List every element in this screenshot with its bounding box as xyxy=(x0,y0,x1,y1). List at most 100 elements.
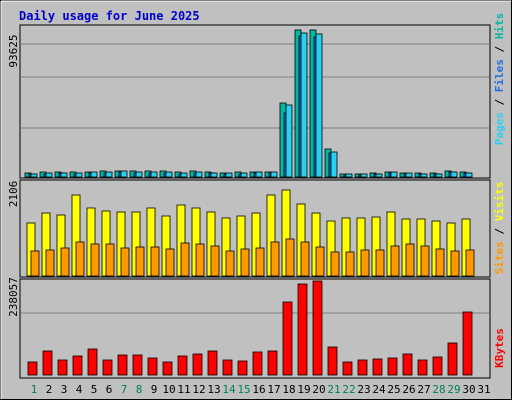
kbytes-bar-kbytes xyxy=(357,359,368,376)
kbytes-legend: KBytes xyxy=(493,328,506,368)
visits-bar-sites xyxy=(225,250,235,277)
x-tick-label: 10 xyxy=(162,383,175,396)
legend-sites: Sites xyxy=(493,241,506,274)
x-tick-label: 13 xyxy=(207,383,220,396)
hits-bar-pages xyxy=(180,172,188,178)
visits-bar-sites xyxy=(465,249,475,277)
hits-bar-pages xyxy=(450,171,458,178)
hits-bar-pages xyxy=(435,173,443,178)
legend-pages: Pages xyxy=(493,112,506,145)
kbytes-bar-kbytes xyxy=(267,350,278,376)
hits-bar-pages xyxy=(75,172,83,178)
hits-bar-pages xyxy=(30,173,38,178)
visits-bar-sites xyxy=(195,243,205,277)
hits-bar-pages xyxy=(255,171,263,178)
gridlines xyxy=(21,43,489,314)
visits-bar-sites xyxy=(450,250,460,277)
kbytes-bar-kbytes xyxy=(282,301,293,376)
x-tick-label: 24 xyxy=(372,383,386,396)
hits-bar-pages xyxy=(375,173,383,178)
kbytes-bar-kbytes xyxy=(342,361,353,376)
x-tick-label: 9 xyxy=(151,383,158,396)
hits-bar-pages xyxy=(105,171,113,178)
hits-bar-pages xyxy=(270,171,278,178)
visits-bar-sites xyxy=(360,249,370,277)
visits-legend: Sites / Visits xyxy=(493,182,506,275)
visits-bar-sites xyxy=(420,245,430,277)
x-tick-label: 26 xyxy=(402,383,415,396)
visits-bar-sites xyxy=(330,251,340,277)
kbytes-bar-kbytes xyxy=(462,311,473,376)
x-tick-label: 11 xyxy=(177,383,190,396)
x-tick-label: 25 xyxy=(387,383,400,396)
visits-bar-sites xyxy=(435,248,445,277)
visits-bar-sites xyxy=(150,246,160,277)
kbytes-bar-kbytes xyxy=(327,346,338,376)
visits-bar-sites xyxy=(165,248,175,277)
x-tick-label: 14 xyxy=(222,383,236,396)
visits-bar-sites xyxy=(60,247,70,277)
x-tick-label: 19 xyxy=(297,383,310,396)
hits-panel xyxy=(19,24,491,179)
legend-kbytes: KBytes xyxy=(493,328,506,368)
legend-visits: Visits xyxy=(493,182,506,222)
x-tick-label: 1 xyxy=(31,383,38,396)
chart-title: Daily usage for June 2025 xyxy=(19,9,200,23)
x-tick-label: 16 xyxy=(252,383,265,396)
hits-bar-pages xyxy=(195,171,203,178)
visits-bar-sites xyxy=(240,248,250,277)
hits-bar-pages xyxy=(120,170,128,178)
kbytes-bar-kbytes xyxy=(237,360,248,376)
hits-bar-pages xyxy=(330,151,338,178)
visits-bar-sites xyxy=(345,251,355,277)
visits-bar-sites xyxy=(285,238,295,277)
kbytes-bar-kbytes xyxy=(87,348,98,376)
x-tick-label: 2 xyxy=(46,383,53,396)
x-tick-label: 17 xyxy=(267,383,280,396)
visits-bar-sites xyxy=(105,243,115,277)
kbytes-bar-kbytes xyxy=(372,358,383,376)
visits-max-label: 2106 xyxy=(7,181,20,208)
kbytes-bar-kbytes xyxy=(252,351,263,376)
visits-bar-sites xyxy=(45,249,55,277)
hits-bar-pages xyxy=(465,172,473,178)
x-tick-label: 3 xyxy=(61,383,68,396)
visits-bar-sites xyxy=(120,247,130,277)
kbytes-bar-kbytes xyxy=(447,342,458,376)
x-tick-label: 15 xyxy=(237,383,250,396)
hits-bar-pages xyxy=(360,173,368,178)
x-tick-label: 29 xyxy=(447,383,460,396)
hits-bar-pages xyxy=(420,173,428,178)
x-tick-label: 30 xyxy=(462,383,475,396)
x-tick-label: 27 xyxy=(417,383,430,396)
hits-bar-pages xyxy=(225,172,233,178)
kbytes-bar-kbytes xyxy=(42,350,53,376)
legend-files: Files xyxy=(493,59,506,92)
x-tick-label: 5 xyxy=(91,383,98,396)
hits-bar-pages xyxy=(345,173,353,178)
hits-bar-pages xyxy=(90,171,98,178)
kbytes-bar-kbytes xyxy=(402,353,413,376)
hits-legend: Pages / Files / Hits xyxy=(493,13,506,146)
hits-bar-pages xyxy=(135,171,143,178)
x-tick-labels: 1 2 3 4 5 6 7 8 9 10 11 12 13 14 15 16 17 18 19 20 21 22 23 24 2… xyxy=(31,383,491,396)
x-tick-label: 7 xyxy=(121,383,128,396)
hits-bar-pages xyxy=(285,104,293,178)
kbytes-bar-kbytes xyxy=(147,357,158,376)
x-tick-label: 20 xyxy=(312,383,325,396)
hits-bar-pages xyxy=(150,171,158,178)
x-tick-label: 22 xyxy=(342,383,355,396)
visits-bar-sites xyxy=(270,241,280,277)
x-tick-label: 8 xyxy=(136,383,143,396)
x-tick-label: 12 xyxy=(192,383,205,396)
kbytes-bar-kbytes xyxy=(297,283,308,376)
visits-bar-sites xyxy=(30,250,40,277)
kbytes-bar-kbytes xyxy=(117,354,128,376)
visits-bar-sites xyxy=(90,243,100,277)
kbytes-bar-kbytes xyxy=(312,280,323,376)
kbytes-bar-kbytes xyxy=(162,361,173,376)
kbytes-bar-kbytes xyxy=(177,355,188,376)
kbytes-max-label: 238057 xyxy=(7,277,20,317)
x-tick-label: 21 xyxy=(327,383,340,396)
